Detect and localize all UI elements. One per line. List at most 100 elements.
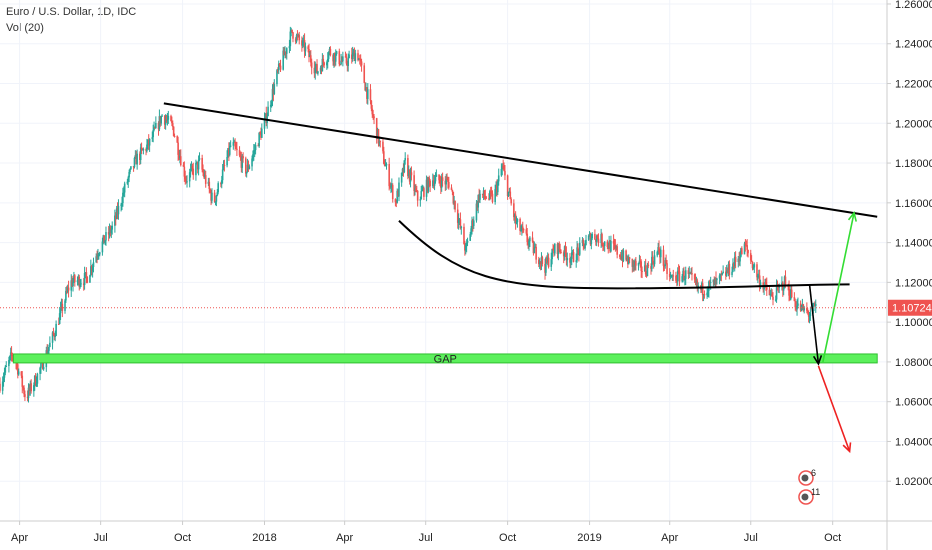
candle-body <box>481 193 484 195</box>
candle-body <box>132 166 135 168</box>
candle-body <box>202 169 204 173</box>
candle-body <box>803 308 805 311</box>
candle-body <box>166 119 169 121</box>
candle-body <box>671 275 674 277</box>
candle-body <box>676 270 679 282</box>
candle-body <box>397 190 399 197</box>
symbol-title[interactable]: Euro / U.S. Dollar, 1D, IDC <box>6 6 137 18</box>
candle-body <box>279 65 282 70</box>
candle-body <box>677 270 680 272</box>
candle-body <box>123 183 126 193</box>
candle-body <box>650 266 652 269</box>
candle-body <box>350 54 353 59</box>
candle-body <box>163 115 166 125</box>
candle-body <box>335 51 338 55</box>
candle-body <box>377 129 380 144</box>
candle-body <box>445 179 447 185</box>
candle-body <box>90 266 92 276</box>
candle-body <box>8 356 11 361</box>
x-tick-label: Oct <box>499 532 516 544</box>
candle-body <box>504 170 506 176</box>
candle-body <box>382 141 384 152</box>
bearish-arrow <box>817 365 852 454</box>
candle-body <box>326 62 328 66</box>
candle-body <box>771 293 773 297</box>
earnings-event-marker[interactable]: 6 <box>798 468 816 486</box>
last-price-tag: 1.10724 <box>888 299 932 316</box>
candle-body <box>622 250 625 262</box>
candle-body <box>583 243 586 249</box>
candle-body <box>373 116 375 119</box>
candle-body <box>484 196 487 198</box>
candle-body <box>500 168 503 176</box>
candle-body <box>764 282 766 286</box>
candle-body <box>251 158 253 167</box>
candle-body <box>565 252 568 261</box>
candle-body <box>323 62 325 66</box>
candle-body <box>261 128 263 138</box>
candle-body <box>591 233 594 239</box>
candle-body <box>184 176 187 180</box>
earnings-event-marker[interactable]: 11 <box>798 487 820 505</box>
candle-body <box>17 364 19 375</box>
candle-body <box>775 285 778 300</box>
candle-body <box>122 192 124 204</box>
candle-body <box>139 153 141 161</box>
candle-body <box>302 40 305 42</box>
candle-body <box>808 316 811 318</box>
candle-body <box>147 139 150 146</box>
candle-body <box>358 58 360 61</box>
x-tick-label: 2019 <box>577 532 601 544</box>
candle-body <box>295 35 298 42</box>
candle-body <box>747 249 749 254</box>
candle-body <box>235 146 237 149</box>
candle-body <box>133 157 136 168</box>
candle-body <box>310 55 312 63</box>
candle-body <box>179 156 181 158</box>
candle-body <box>315 64 317 68</box>
candle-body <box>684 270 687 279</box>
candle-body <box>562 252 565 257</box>
candle-body <box>669 276 672 278</box>
candle-body <box>383 151 385 164</box>
candle-body <box>348 54 350 59</box>
candle-body <box>537 259 540 265</box>
candle-body <box>784 276 787 286</box>
x-tick-label: Oct <box>174 532 191 544</box>
candle-body <box>354 53 357 62</box>
candle-body <box>332 55 334 62</box>
candle-body <box>790 289 793 298</box>
candle-body <box>284 51 286 56</box>
candle-body <box>688 272 691 274</box>
candle-body <box>626 258 628 260</box>
candle-body <box>277 70 279 72</box>
candle-body <box>151 137 154 139</box>
candle-body <box>211 192 213 201</box>
event-markers[interactable]: 6 11 <box>798 468 820 505</box>
candle-body <box>662 249 665 266</box>
candle-body <box>570 258 572 263</box>
drawings-layer: GAP <box>12 102 878 454</box>
candle-body <box>39 367 41 374</box>
candle-body <box>159 116 162 124</box>
candle-body <box>347 58 350 66</box>
candle-body <box>641 270 643 272</box>
candle-body <box>326 58 329 63</box>
candle-body <box>272 88 275 94</box>
candle-body <box>2 377 5 382</box>
candle-body <box>739 256 741 262</box>
candle-body <box>64 300 66 311</box>
candle-body <box>378 140 381 144</box>
candle-body <box>110 229 113 234</box>
candle-body <box>55 323 57 336</box>
volume-indicator-label[interactable]: Vol (20) <box>6 22 44 34</box>
candle-body <box>421 190 423 192</box>
candle-body <box>126 181 129 184</box>
candle-body <box>551 248 553 260</box>
candle-body <box>806 310 809 313</box>
candle-body <box>676 280 678 282</box>
candle-body <box>634 260 636 266</box>
candle-body <box>59 307 62 314</box>
candle-body <box>563 246 566 257</box>
